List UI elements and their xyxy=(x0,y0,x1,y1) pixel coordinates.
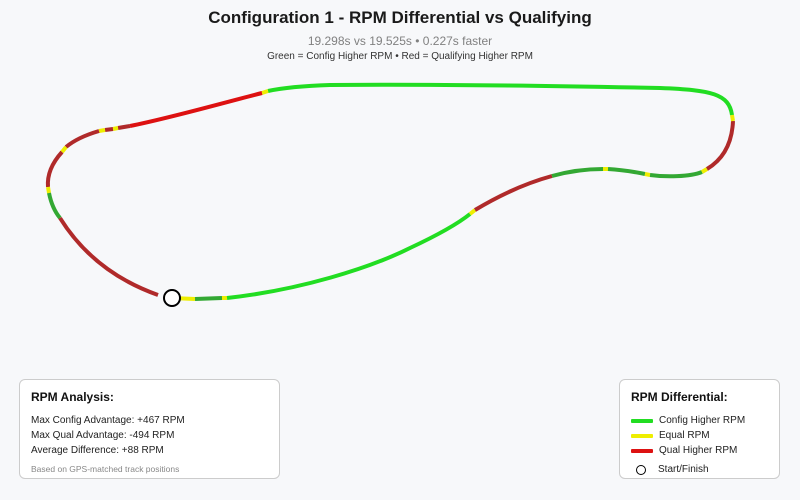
track-segment xyxy=(551,167,604,178)
chart-subtitle: 19.298s vs 19.525s • 0.227s faster xyxy=(307,34,493,48)
track-segment xyxy=(644,172,651,177)
track-segment xyxy=(468,208,477,216)
start-finish-icon xyxy=(636,464,646,475)
track-segment xyxy=(607,167,646,176)
track-segment xyxy=(104,127,114,132)
start-finish-marker xyxy=(163,289,181,307)
track-segment xyxy=(700,167,709,174)
track-segment xyxy=(47,192,62,220)
track-segments xyxy=(45,82,735,301)
legend-swatch-config xyxy=(631,418,653,423)
rpm-analysis-panel: RPM Analysis: Max Config Advantage: +467… xyxy=(19,379,280,479)
legend-item-config: Config Higher RPM xyxy=(631,413,768,428)
track-segment xyxy=(267,82,734,116)
track-segment xyxy=(45,150,64,188)
track-segment xyxy=(261,89,269,95)
legend-swatch-qual xyxy=(631,448,653,453)
track-segment xyxy=(117,124,131,130)
track-segment xyxy=(60,145,68,154)
track-map xyxy=(45,82,735,307)
legend-label-start: Start/Finish xyxy=(658,464,709,475)
legend-swatch-equal xyxy=(631,433,653,438)
track-segment xyxy=(112,126,119,131)
track-segment xyxy=(473,174,553,212)
average-difference: Average Difference: +88 RPM xyxy=(31,445,164,456)
track-segment xyxy=(194,296,223,301)
analysis-title: RPM Analysis: xyxy=(31,390,114,404)
track-segment xyxy=(129,91,263,128)
track-segment xyxy=(98,128,106,133)
rpm-differential-legend: RPM Differential: Config Higher RPM Equa… xyxy=(619,379,780,479)
max-qual-advantage: Max Qual Advantage: -494 RPM xyxy=(31,430,175,441)
legend-item-start: Start/Finish xyxy=(631,462,768,477)
track-segment xyxy=(649,170,703,179)
track-segment xyxy=(705,120,735,171)
track-segment xyxy=(58,216,159,297)
track-segment xyxy=(226,212,472,300)
legend-label-equal: Equal RPM xyxy=(659,430,710,441)
track-segment xyxy=(46,186,51,194)
legend-label-qual: Qual Higher RPM xyxy=(659,445,738,456)
legend-item-equal: Equal RPM xyxy=(631,428,768,443)
color-note: Green = Config Higher RPM • Red = Qualif… xyxy=(267,51,533,62)
chart-title: Configuration 1 - RPM Differential vs Qu… xyxy=(208,8,592,27)
legend-title: RPM Differential: xyxy=(631,390,728,404)
max-config-advantage: Max Config Advantage: +467 RPM xyxy=(31,415,185,426)
legend-label-config: Config Higher RPM xyxy=(659,415,746,426)
legend-item-qual: Qual Higher RPM xyxy=(631,443,768,458)
track-segment xyxy=(730,114,735,122)
track-segment xyxy=(64,129,100,149)
analysis-footnote: Based on GPS-matched track positions xyxy=(31,464,180,474)
